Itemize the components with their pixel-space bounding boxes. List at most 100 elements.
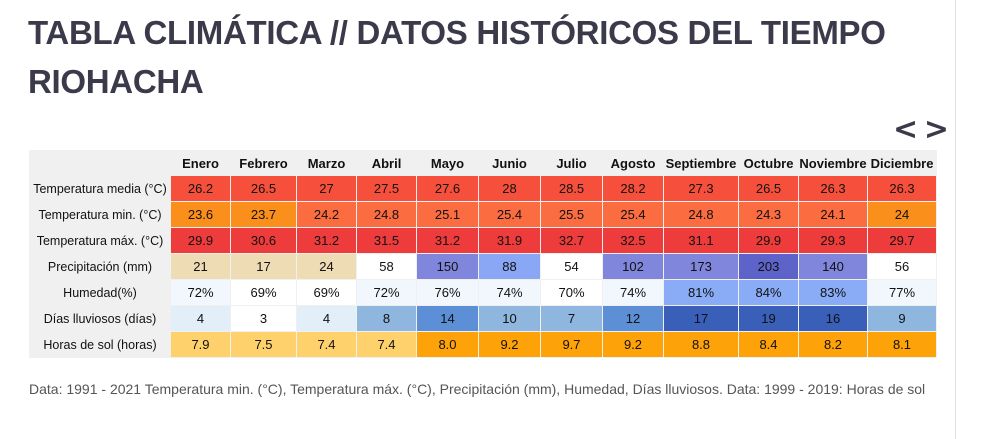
table-cell: 54 <box>541 254 602 279</box>
table-cell: 17 <box>231 254 296 279</box>
table-cell: 70% <box>541 280 602 305</box>
table-cell: 26.5 <box>739 176 798 201</box>
table-cell: 203 <box>739 254 798 279</box>
month-navigation: < > <box>893 113 949 147</box>
table-cell: 24.3 <box>739 202 798 227</box>
table-cell: 69% <box>231 280 296 305</box>
table-cell: 10 <box>479 306 540 331</box>
table-cell: 23.7 <box>231 202 296 227</box>
page-title-line1: TABLA CLIMÁTICA // DATOS HISTÓRICOS DEL … <box>28 14 886 51</box>
table-cell: 27.3 <box>664 176 738 201</box>
table-cell: 21 <box>171 254 230 279</box>
table-cell: 83% <box>799 280 867 305</box>
table-cell: 9.2 <box>603 332 663 357</box>
table-row-temperatura-max-c: Temperatura máx. (°C) 29.9 30.6 31.2 31.5 31.… <box>30 228 936 253</box>
table-cell: 31.9 <box>479 228 540 253</box>
table-cell: 7.9 <box>171 332 230 357</box>
table-cell: 32.7 <box>541 228 602 253</box>
month-header-septiembre: Septiembre <box>664 151 738 175</box>
table-cell: 8.4 <box>739 332 798 357</box>
table-cell: 31.2 <box>417 228 478 253</box>
table-cell: 31.5 <box>357 228 416 253</box>
table-cell: 29.9 <box>171 228 230 253</box>
table-cell: 32.5 <box>603 228 663 253</box>
month-header-agosto: Agosto <box>603 151 663 175</box>
table-cell: 24.8 <box>664 202 738 227</box>
next-arrow-icon[interactable]: > <box>923 112 949 147</box>
table-cell: 26.3 <box>868 176 936 201</box>
table-cell: 25.5 <box>541 202 602 227</box>
table-cell: 30.6 <box>231 228 296 253</box>
table-cell: 72% <box>171 280 230 305</box>
table-cell: 8 <box>357 306 416 331</box>
table-cell: 14 <box>417 306 478 331</box>
table-cell: 24.2 <box>297 202 356 227</box>
table-cell: 7.4 <box>357 332 416 357</box>
table-cell: 23.6 <box>171 202 230 227</box>
table-cell: 25.4 <box>479 202 540 227</box>
table-cell: 29.3 <box>799 228 867 253</box>
table-cell: 31.2 <box>297 228 356 253</box>
row-label: Días lluviosos (días) <box>30 306 170 331</box>
table-cell: 7.5 <box>231 332 296 357</box>
table-cell: 81% <box>664 280 738 305</box>
table-cell: 69% <box>297 280 356 305</box>
table-cell: 28.2 <box>603 176 663 201</box>
row-label: Temperatura máx. (°C) <box>30 228 170 253</box>
previous-arrow-icon[interactable]: < <box>893 112 919 147</box>
month-header-diciembre: Diciembre <box>868 151 936 175</box>
row-label: Horas de sol (horas) <box>30 332 170 357</box>
month-header-febrero: Febrero <box>231 151 296 175</box>
table-cell: 26.5 <box>231 176 296 201</box>
table-cell: 84% <box>739 280 798 305</box>
table-cell: 28 <box>479 176 540 201</box>
month-header-enero: Enero <box>171 151 230 175</box>
table-cell: 9 <box>868 306 936 331</box>
table-cell: 26.2 <box>171 176 230 201</box>
table-cell: 74% <box>479 280 540 305</box>
table-cell: 8.1 <box>868 332 936 357</box>
month-header-abril: Abril <box>357 151 416 175</box>
row-label: Temperatura min. (°C) <box>30 202 170 227</box>
table-cell: 72% <box>357 280 416 305</box>
table-cell: 9.7 <box>541 332 602 357</box>
data-source-footnote: Data: 1991 - 2021 Temperatura min. (°C),… <box>29 381 926 397</box>
table-cell: 88 <box>479 254 540 279</box>
table-cell: 29.7 <box>868 228 936 253</box>
table-cell: 150 <box>417 254 478 279</box>
table-cell: 25.4 <box>603 202 663 227</box>
row-label: Humedad(%) <box>30 280 170 305</box>
table-corner-cell <box>30 151 170 175</box>
month-header-mayo: Mayo <box>417 151 478 175</box>
table-cell: 28.5 <box>541 176 602 201</box>
table-cell: 173 <box>664 254 738 279</box>
table-cell: 25.1 <box>417 202 478 227</box>
table-cell: 31.1 <box>664 228 738 253</box>
table-cell: 76% <box>417 280 478 305</box>
table-cell: 56 <box>868 254 936 279</box>
table-cell: 24.8 <box>357 202 416 227</box>
page-title-line2: RIOHACHA <box>28 63 204 100</box>
month-header-julio: Julio <box>541 151 602 175</box>
table-cell: 9.2 <box>479 332 540 357</box>
table-cell: 8.8 <box>664 332 738 357</box>
table-row-temperatura-media-c: Temperatura media (°C) 26.2 26.5 27 27.5 27.6… <box>30 176 936 201</box>
table-cell: 4 <box>297 306 356 331</box>
table-cell: 7.4 <box>297 332 356 357</box>
table-cell: 77% <box>868 280 936 305</box>
month-header-junio: Junio <box>479 151 540 175</box>
table-cell: 24 <box>297 254 356 279</box>
table-cell: 24 <box>868 202 936 227</box>
table-cell: 17 <box>664 306 738 331</box>
table-cell: 140 <box>799 254 867 279</box>
row-label: Temperatura media (°C) <box>30 176 170 201</box>
table-cell: 102 <box>603 254 663 279</box>
table-cell: 8.2 <box>799 332 867 357</box>
page-title: TABLA CLIMÁTICA // DATOS HISTÓRICOS DEL … <box>28 8 948 106</box>
month-header-octubre: Octubre <box>739 151 798 175</box>
row-label: Precipitación (mm) <box>30 254 170 279</box>
month-header-marzo: Marzo <box>297 151 356 175</box>
table-row-humedad: Humedad(%) 72% 69% 69% 72% 76% 74% 70% 74% 81% 84%… <box>30 280 936 305</box>
table-cell: 4 <box>171 306 230 331</box>
table-cell: 27.5 <box>357 176 416 201</box>
